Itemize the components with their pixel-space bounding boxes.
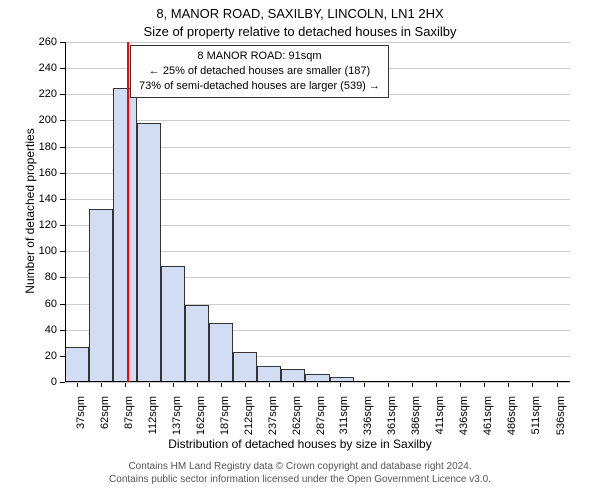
footer-line-2: Contains public sector information licen… (0, 473, 600, 486)
histogram-bar (257, 366, 281, 382)
y-tick-label: 80 (33, 271, 57, 283)
x-tick-label: 87sqm (123, 396, 135, 444)
histogram-bar (233, 352, 257, 382)
gridline (65, 120, 570, 121)
histogram-bar (161, 266, 185, 382)
x-tick-label: 311sqm (338, 396, 350, 444)
y-tick-label: 0 (33, 376, 57, 388)
histogram-bar (209, 323, 233, 382)
histogram-bar (89, 209, 113, 382)
y-tick-label: 120 (33, 219, 57, 231)
y-tick-label: 180 (33, 141, 57, 153)
x-tick-label: 486sqm (506, 396, 518, 444)
y-tick-label: 20 (33, 350, 57, 362)
page-subtitle: Size of property relative to detached ho… (0, 22, 600, 40)
info-box-line-3: 73% of semi-detached houses are larger (… (139, 79, 380, 94)
y-tick-label: 140 (33, 193, 57, 205)
x-tick-label: 212sqm (243, 396, 255, 444)
x-tick-label: 262sqm (291, 396, 303, 444)
histogram-bar (137, 123, 161, 382)
x-tick-label: 386sqm (410, 396, 422, 444)
y-tick-label: 160 (33, 167, 57, 179)
y-tick-label: 260 (33, 36, 57, 48)
footer-line-1: Contains HM Land Registry data © Crown c… (0, 460, 600, 473)
histogram-bar (65, 347, 89, 382)
x-tick-label: 536sqm (555, 396, 567, 444)
x-tick-label: 62sqm (99, 396, 111, 444)
x-tick-label: 436sqm (458, 396, 470, 444)
info-box-line-2: ← 25% of detached houses are smaller (18… (139, 64, 380, 79)
gridline (65, 42, 570, 43)
y-tick-label: 60 (33, 298, 57, 310)
y-tick-label: 200 (33, 114, 57, 126)
x-tick-label: 137sqm (171, 396, 183, 444)
histogram-bar (185, 305, 209, 382)
x-tick-label: 287sqm (315, 396, 327, 444)
y-tick-label: 100 (33, 245, 57, 257)
chart-container: 8, MANOR ROAD, SAXILBY, LINCOLN, LN1 2HX… (0, 0, 600, 500)
x-tick-label: 411sqm (434, 396, 446, 444)
info-box-line-1: 8 MANOR ROAD: 91sqm (139, 49, 380, 64)
y-tick-label: 240 (33, 62, 57, 74)
y-tick-label: 40 (33, 324, 57, 336)
y-axis-line (65, 42, 66, 382)
x-tick-label: 361sqm (386, 396, 398, 444)
x-tick-label: 112sqm (147, 396, 159, 444)
histogram-bar (113, 88, 137, 382)
x-tick-label: 461sqm (482, 396, 494, 444)
gridline (65, 382, 570, 383)
x-tick-label: 511sqm (530, 396, 542, 444)
x-tick-label: 187sqm (219, 396, 231, 444)
x-tick-label: 336sqm (362, 396, 374, 444)
x-tick-label: 237sqm (267, 396, 279, 444)
x-tick-label: 37sqm (75, 396, 87, 444)
footer-attribution: Contains HM Land Registry data © Crown c… (0, 460, 600, 486)
page-title: 8, MANOR ROAD, SAXILBY, LINCOLN, LN1 2HX (0, 0, 600, 22)
property-info-box: 8 MANOR ROAD: 91sqm ← 25% of detached ho… (130, 45, 389, 98)
x-tick-label: 162sqm (195, 396, 207, 444)
y-tick-label: 220 (33, 88, 57, 100)
x-axis-line (65, 381, 570, 382)
